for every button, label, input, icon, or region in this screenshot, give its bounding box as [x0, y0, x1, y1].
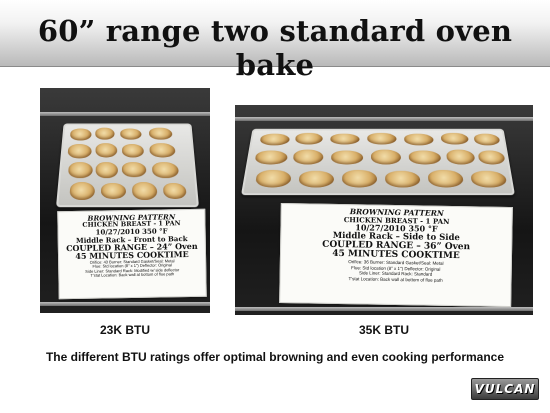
oven-rack — [235, 307, 533, 311]
logo-text: VULCAN — [474, 382, 536, 396]
chicken-piece — [69, 128, 92, 141]
chicken-piece — [473, 133, 501, 146]
chicken-piece — [148, 127, 173, 140]
chicken-piece — [149, 143, 176, 158]
chicken-piece — [132, 182, 158, 200]
oven-rack — [40, 302, 210, 306]
chicken-piece — [254, 150, 289, 165]
chicken-piece — [122, 144, 144, 158]
chicken-piece — [370, 149, 402, 165]
chicken-piece — [427, 169, 464, 188]
chicken-piece — [121, 162, 147, 178]
chicken-piece — [259, 133, 291, 146]
chicken-piece — [440, 132, 470, 145]
chicken-piece — [69, 182, 96, 200]
chicken-piece — [95, 162, 119, 179]
chicken-piece — [408, 150, 442, 165]
chicken-piece — [367, 132, 397, 145]
chicken-piece — [330, 150, 364, 165]
chicken-piece — [404, 133, 434, 146]
photo-35k-btu: BROWNING PATTERN CHICKEN BREAST - 1 PAN … — [235, 105, 533, 315]
chicken-piece — [120, 128, 142, 140]
chicken-piece — [95, 127, 115, 140]
chicken-piece — [470, 170, 508, 188]
btu-label-right: 35K BTU — [358, 323, 409, 337]
chicken-piece — [294, 132, 324, 145]
chicken-piece — [162, 182, 187, 199]
sheet-pan — [240, 128, 516, 196]
oven-rack — [235, 117, 533, 121]
info-sign: BROWNING PATTERN CHICKEN BREAST - 1 PAN … — [279, 202, 513, 308]
oven-rack — [40, 112, 210, 116]
photo-23k-btu: BROWNING PATTERN CHICKEN BREAST - 1 PAN … — [40, 88, 210, 313]
btu-label-left: 23K BTU — [99, 323, 150, 337]
chicken-piece — [446, 149, 476, 165]
vulcan-logo: VULCAN — [471, 378, 539, 400]
slide-caption: The different BTU ratings offer optimal … — [45, 350, 505, 364]
chicken-piece — [330, 133, 360, 145]
chicken-piece — [67, 144, 92, 159]
chicken-piece — [254, 169, 292, 188]
title-bar: 60” range two standard oven bake — [0, 0, 550, 82]
chicken-piece — [341, 169, 377, 188]
chicken-piece — [298, 170, 335, 188]
chicken-piece — [67, 162, 94, 179]
chicken-piece — [477, 150, 506, 165]
chicken-piece — [95, 143, 118, 158]
chicken-piece — [292, 149, 324, 165]
sheet-pan — [55, 123, 200, 208]
slide-title: 60” range two standard oven bake — [37, 14, 513, 82]
info-sign: BROWNING PATTERN CHICKEN BREAST - 1 PAN … — [57, 208, 207, 300]
chicken-piece — [100, 182, 126, 199]
chicken-piece — [151, 162, 180, 179]
chicken-piece — [385, 170, 421, 188]
